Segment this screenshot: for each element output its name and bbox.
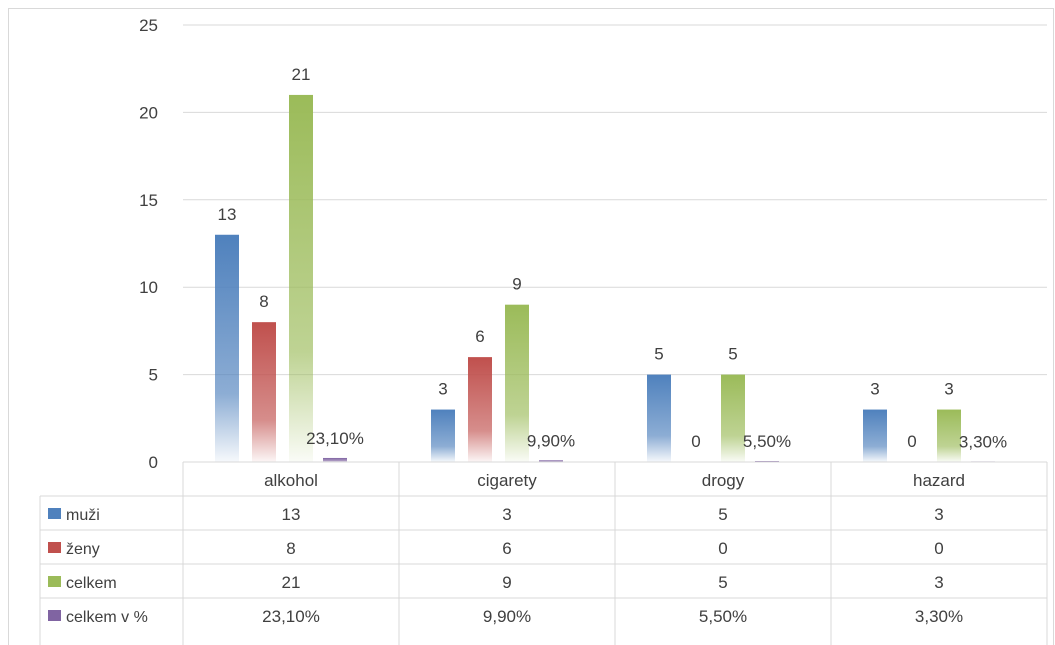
data-label: 13 xyxy=(218,205,237,224)
bar-muži-cigarety xyxy=(431,409,455,462)
bar-muži-drogy xyxy=(647,374,671,462)
data-label: 0 xyxy=(907,432,916,451)
category-label: cigarety xyxy=(477,471,537,490)
legend-label: muži xyxy=(66,507,100,524)
category-label: drogy xyxy=(702,471,745,490)
table-cell: 3 xyxy=(502,505,511,524)
data-label: 5 xyxy=(728,345,737,364)
legend-label: ženy xyxy=(66,541,100,558)
bar-ženy-alkohol xyxy=(252,322,276,462)
y-tick-label: 5 xyxy=(149,366,158,385)
chart-border xyxy=(8,8,1054,645)
data-label: 0 xyxy=(691,432,700,451)
table-cell: 21 xyxy=(282,573,301,592)
y-tick-label: 20 xyxy=(139,103,158,122)
legend-label: celkem v % xyxy=(66,609,148,626)
data-label: 21 xyxy=(292,65,311,84)
bar-celkem-cigarety xyxy=(505,304,529,462)
bar-celkem-alkohol xyxy=(289,94,313,463)
bar-muži-alkohol xyxy=(215,234,239,462)
data-label: 3,30% xyxy=(959,432,1007,451)
legend-swatch xyxy=(48,508,61,519)
table-cell: 5,50% xyxy=(699,607,747,626)
table-cell: 3 xyxy=(934,505,943,524)
legend-swatch xyxy=(48,576,61,587)
table-cell: 3 xyxy=(934,573,943,592)
y-tick-label: 10 xyxy=(139,278,158,297)
data-label: 8 xyxy=(259,292,268,311)
data-label: 9,90% xyxy=(527,431,575,450)
table-cell: 13 xyxy=(282,505,301,524)
table-cell: 9 xyxy=(502,573,511,592)
data-label: 23,10% xyxy=(306,429,364,448)
table-cell: 9,90% xyxy=(483,607,531,626)
category-label: alkohol xyxy=(264,471,318,490)
y-tick-label: 0 xyxy=(149,453,158,472)
category-label: hazard xyxy=(913,471,965,490)
bar-celkem-v-%-cigarety xyxy=(539,460,563,462)
data-label: 3 xyxy=(438,380,447,399)
table-cell: 23,10% xyxy=(262,607,320,626)
bar-celkem-hazard xyxy=(937,409,961,462)
table-cell: 0 xyxy=(934,539,943,558)
table-cell: 5 xyxy=(718,573,727,592)
legend-swatch xyxy=(48,610,61,621)
data-label: 5,50% xyxy=(743,432,791,451)
bar-muži-hazard xyxy=(863,409,887,462)
table-cell: 8 xyxy=(286,539,295,558)
data-label: 3 xyxy=(870,380,879,399)
table-cell: 3,30% xyxy=(915,607,963,626)
legend-label: celkem xyxy=(66,575,117,592)
data-label: 9 xyxy=(512,275,521,294)
table-cell: 5 xyxy=(718,505,727,524)
y-tick-label: 15 xyxy=(139,191,158,210)
data-label: 5 xyxy=(654,345,663,364)
data-label: 6 xyxy=(475,327,484,346)
data-label: 3 xyxy=(944,380,953,399)
bar-ženy-cigarety xyxy=(468,357,492,462)
bar-celkem-v-%-alkohol xyxy=(323,457,347,462)
legend-swatch xyxy=(48,542,61,553)
table-cell: 0 xyxy=(718,539,727,558)
bar-celkem-drogy xyxy=(721,374,745,462)
y-tick-label: 25 xyxy=(139,16,158,35)
table-cell: 6 xyxy=(502,539,511,558)
